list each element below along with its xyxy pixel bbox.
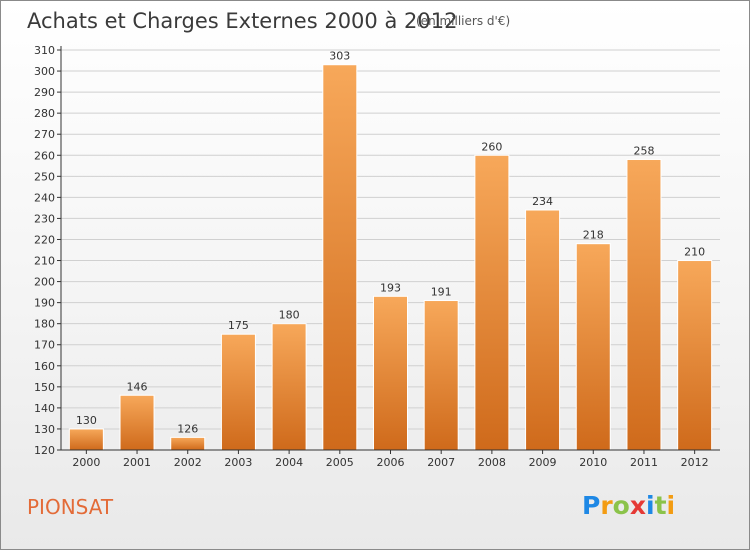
y-tick-label: 120 — [34, 444, 55, 457]
bar-2003[interactable] — [220, 333, 256, 451]
y-tick-label: 310 — [34, 44, 55, 57]
x-tick-label: 2011 — [630, 456, 658, 469]
y-tick-label: 240 — [34, 191, 55, 204]
data-label: 258 — [633, 144, 654, 157]
y-tick-label: 200 — [34, 276, 55, 289]
proxiti-logo[interactable]: Proxiti — [582, 490, 675, 522]
data-label: 234 — [532, 195, 553, 208]
bars — [68, 64, 713, 451]
y-tick-label: 220 — [34, 233, 55, 246]
chart-subtitle: (en milliers d'€) — [416, 14, 511, 28]
logo-letter: i — [666, 491, 676, 520]
y-tick-label: 150 — [34, 381, 55, 394]
bar-2002[interactable] — [170, 436, 206, 451]
y-tick-label: 130 — [34, 423, 55, 436]
y-tick-label: 160 — [34, 360, 55, 373]
y-tick-label: 230 — [34, 212, 55, 225]
data-label: 193 — [380, 281, 401, 294]
x-tick-label: 2009 — [529, 456, 557, 469]
x-tick-label: 2000 — [72, 456, 100, 469]
axes — [57, 46, 720, 454]
bar-2005[interactable] — [322, 64, 358, 451]
logo-letter: x — [629, 491, 646, 520]
y-tick-label: 280 — [34, 107, 55, 120]
logo-letter: i — [646, 491, 655, 520]
bar-2007[interactable] — [423, 300, 459, 451]
x-tick-label: 2002 — [174, 456, 202, 469]
y-tick-label: 170 — [34, 339, 55, 352]
y-tick-label: 250 — [34, 170, 55, 183]
data-label: 126 — [177, 422, 198, 435]
y-tick-label: 300 — [34, 65, 55, 78]
y-tick-label: 270 — [34, 128, 55, 141]
y-tick-label: 210 — [34, 255, 55, 268]
data-label: 130 — [76, 414, 97, 427]
bar-2006[interactable] — [373, 295, 408, 451]
data-label: 146 — [127, 380, 148, 393]
labels: 120 130 140 150 160 170 180 190 200 210 220 230 240 2… — [34, 44, 709, 469]
logo-letter: r — [600, 491, 613, 520]
data-label: 191 — [431, 286, 452, 299]
bar-2011[interactable] — [626, 158, 662, 451]
data-label: 303 — [329, 50, 350, 63]
data-label: 175 — [228, 319, 249, 332]
bar-2012[interactable] — [677, 260, 713, 451]
data-label: 180 — [279, 309, 300, 322]
x-tick-label: 2008 — [478, 456, 506, 469]
chart-title: Achats et Charges Externes 2000 à 2012 — [27, 9, 458, 33]
data-label: 210 — [684, 246, 705, 259]
x-tick-label: 2007 — [427, 456, 455, 469]
logo-letter: P — [582, 491, 601, 520]
bar-2000[interactable] — [68, 428, 104, 451]
bar-2008[interactable] — [474, 154, 510, 451]
x-tick-label: 2004 — [275, 456, 303, 469]
bar-2004[interactable] — [271, 323, 307, 451]
x-tick-label: 2003 — [224, 456, 252, 469]
data-label: 260 — [481, 140, 502, 153]
bar-2010[interactable] — [575, 243, 611, 451]
y-tick-label: 260 — [34, 149, 55, 162]
data-label: 218 — [583, 229, 604, 242]
x-tick-label: 2005 — [326, 456, 354, 469]
bar-2001[interactable] — [119, 394, 155, 451]
y-tick-label: 180 — [34, 318, 55, 331]
x-tick-label: 2010 — [579, 456, 607, 469]
logo-letter: t — [654, 491, 667, 520]
commune-name: PIONSAT — [27, 495, 114, 519]
y-tick-label: 290 — [34, 86, 55, 99]
x-tick-label: 2006 — [377, 456, 405, 469]
y-tick-label: 140 — [34, 402, 55, 415]
bar-2009[interactable] — [525, 209, 561, 451]
x-tick-label: 2001 — [123, 456, 151, 469]
x-tick-label: 2012 — [681, 456, 709, 469]
logo-letter: o — [612, 491, 630, 520]
y-tick-label: 190 — [34, 297, 55, 310]
